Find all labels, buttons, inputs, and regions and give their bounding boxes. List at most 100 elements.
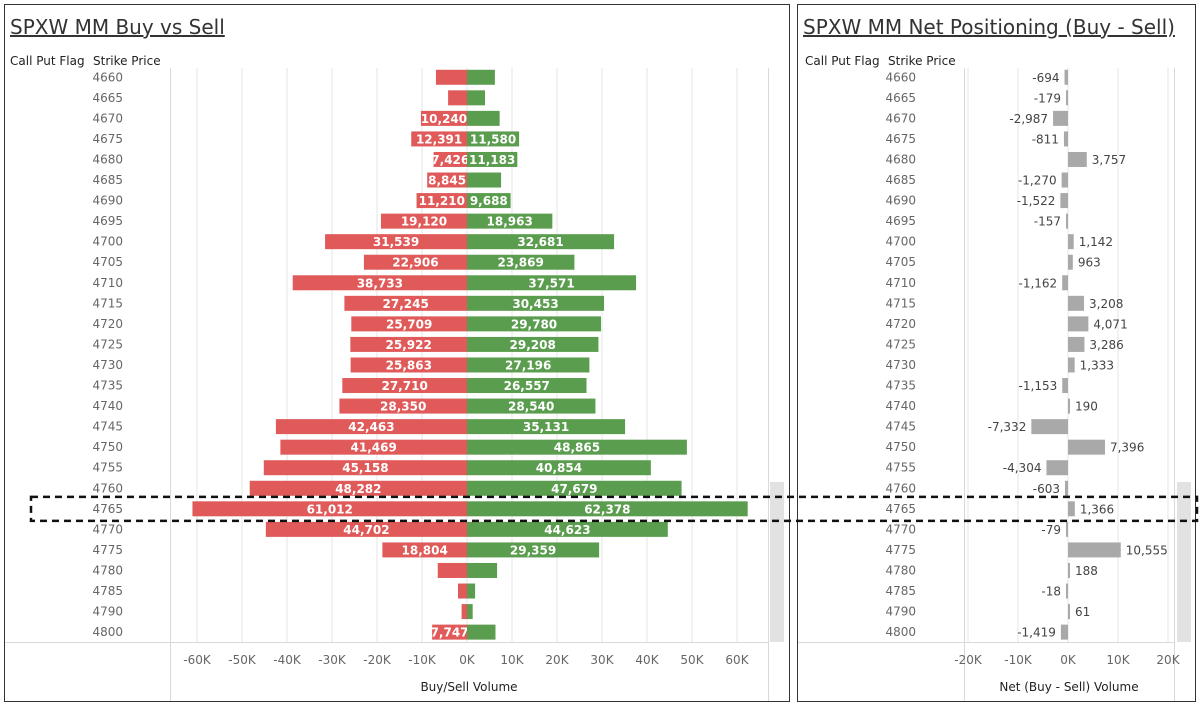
buy-bar[interactable] — [467, 172, 502, 188]
sell-bar[interactable] — [351, 316, 467, 332]
sell-bar[interactable] — [275, 419, 467, 435]
sell-bar[interactable] — [382, 542, 467, 558]
net-bar[interactable] — [1068, 357, 1075, 373]
net-bar[interactable] — [1063, 131, 1068, 147]
buy-bar[interactable] — [467, 234, 615, 250]
buy-bar[interactable] — [467, 562, 498, 578]
sell-bar[interactable] — [416, 193, 467, 209]
net-bar[interactable] — [1066, 521, 1068, 537]
buy-bar[interactable] — [467, 254, 575, 270]
net-bar-label: -4,304 — [1003, 461, 1042, 475]
buy-bar[interactable] — [467, 378, 587, 394]
net-bar[interactable] — [1068, 295, 1085, 311]
net-bar[interactable] — [1031, 419, 1068, 435]
right-x-tick-label: 0K — [1060, 653, 1077, 667]
sell-bar[interactable] — [292, 275, 467, 291]
net-bar[interactable] — [1068, 542, 1121, 558]
buy-bar[interactable] — [467, 624, 496, 640]
buy-bar[interactable] — [467, 316, 602, 332]
buy-bar-label: 29,359 — [510, 543, 556, 557]
sell-bar[interactable] — [192, 501, 468, 517]
buy-bar[interactable] — [467, 110, 500, 126]
net-bar[interactable] — [1064, 480, 1068, 496]
left-strike-label: 4690 — [92, 194, 123, 208]
buy-bar[interactable] — [467, 295, 605, 311]
sell-bar-label: 25,709 — [386, 317, 432, 331]
buy-bar[interactable] — [467, 275, 637, 291]
sell-bar[interactable] — [435, 69, 467, 85]
left-strike-label: 4710 — [92, 276, 123, 290]
sell-bar[interactable] — [339, 398, 467, 414]
sell-bar-label: 22,906 — [392, 256, 438, 270]
buy-bar[interactable] — [467, 419, 626, 435]
buy-bar-label: 26,557 — [504, 379, 550, 393]
right-scrollbar-thumb[interactable] — [1177, 482, 1191, 642]
sell-bar[interactable] — [458, 583, 467, 599]
sell-bar[interactable] — [325, 234, 467, 250]
net-bar[interactable] — [1053, 110, 1068, 126]
net-bar[interactable] — [1061, 172, 1068, 188]
buy-bar[interactable] — [467, 398, 596, 414]
net-bar[interactable] — [1068, 254, 1073, 270]
sell-bar[interactable] — [427, 172, 467, 188]
net-bar[interactable] — [1068, 234, 1074, 250]
left-x-tick-label: 60K — [725, 653, 749, 667]
net-bar[interactable] — [1060, 193, 1068, 209]
buy-bar[interactable] — [467, 69, 495, 85]
net-bar[interactable] — [1068, 439, 1105, 455]
buy-bar[interactable] — [467, 439, 687, 455]
net-bar[interactable] — [1068, 501, 1075, 517]
left-scrollbar-thumb[interactable] — [770, 482, 784, 642]
net-bar[interactable] — [1064, 69, 1068, 85]
buy-bar[interactable] — [467, 357, 590, 373]
sell-bar[interactable] — [249, 480, 467, 496]
sell-bar[interactable] — [380, 213, 467, 229]
net-bar[interactable] — [1066, 583, 1068, 599]
buy-bar[interactable] — [467, 193, 511, 209]
sell-bar[interactable] — [433, 151, 467, 167]
buy-bar[interactable] — [467, 90, 485, 106]
buy-bar-label: 62,378 — [584, 502, 630, 516]
net-bar[interactable] — [1068, 604, 1070, 620]
sell-bar[interactable] — [342, 378, 467, 394]
net-bar[interactable] — [1068, 336, 1085, 352]
net-bar[interactable] — [1066, 90, 1068, 106]
left-strike-label: 4745 — [92, 420, 123, 434]
sell-bar[interactable] — [265, 521, 467, 537]
sell-bar[interactable] — [350, 357, 467, 373]
net-bar[interactable] — [1060, 624, 1068, 640]
buy-bar[interactable] — [467, 480, 682, 496]
sell-bar[interactable] — [411, 131, 467, 147]
sell-bar[interactable] — [350, 336, 467, 352]
net-bar[interactable] — [1068, 398, 1070, 414]
sell-bar[interactable] — [344, 295, 467, 311]
sell-bar[interactable] — [420, 110, 467, 126]
buy-bar[interactable] — [467, 604, 473, 620]
net-bar[interactable] — [1062, 275, 1068, 291]
sell-bar[interactable] — [363, 254, 467, 270]
net-bar[interactable] — [1046, 460, 1068, 476]
buy-bar[interactable] — [467, 583, 476, 599]
net-bar[interactable] — [1066, 213, 1068, 229]
buy-bar[interactable] — [467, 460, 651, 476]
buy-bar[interactable] — [467, 151, 518, 167]
buy-bar-label: 30,453 — [512, 297, 558, 311]
buy-bar[interactable] — [467, 213, 553, 229]
buy-bar[interactable] — [467, 542, 600, 558]
buy-bar[interactable] — [467, 131, 520, 147]
net-bar[interactable] — [1068, 562, 1070, 578]
right-header-strike-price: Strike Price — [888, 54, 956, 68]
net-bar[interactable] — [1062, 378, 1068, 394]
right-strike-label: 4725 — [885, 337, 916, 351]
sell-bar[interactable] — [263, 460, 467, 476]
buy-bar[interactable] — [467, 336, 599, 352]
sell-bar[interactable] — [280, 439, 467, 455]
buy-bar[interactable] — [467, 501, 748, 517]
sell-bar[interactable] — [461, 604, 467, 620]
sell-bar[interactable] — [437, 562, 467, 578]
sell-bar[interactable] — [432, 624, 467, 640]
net-bar[interactable] — [1068, 316, 1089, 332]
sell-bar[interactable] — [448, 90, 467, 106]
net-bar[interactable] — [1068, 151, 1087, 167]
buy-bar[interactable] — [467, 521, 668, 537]
